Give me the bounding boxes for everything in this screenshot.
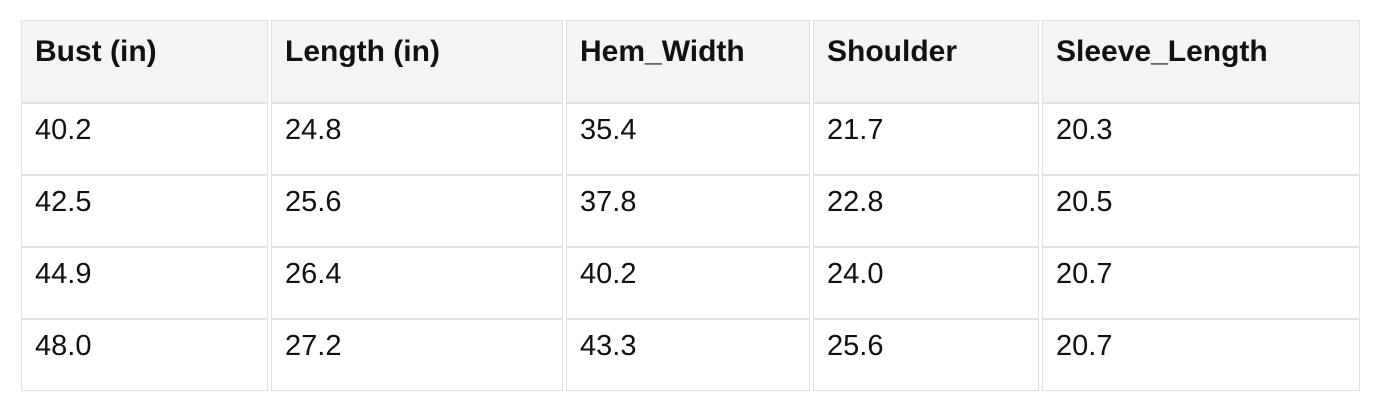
table-cell: 37.8 [566,175,810,247]
table-cell: 20.5 [1042,175,1360,247]
table-cell: 24.0 [813,247,1039,319]
table-cell: 26.4 [271,247,563,319]
table-cell: 40.2 [21,103,268,175]
table-cell: 40.2 [566,247,810,319]
column-header-hem-width: Hem_Width [566,20,810,103]
table-row: 40.2 24.8 35.4 21.7 20.3 [21,103,1360,175]
table-cell: 42.5 [21,175,268,247]
table-cell: 44.9 [21,247,268,319]
table-row: 44.9 26.4 40.2 24.0 20.7 [21,247,1360,319]
page-body: Bust (in) Length (in) Hem_Width Shoulder… [18,20,1363,391]
table-cell: 24.8 [271,103,563,175]
column-header-sleeve-length: Sleeve_Length [1042,20,1360,103]
table-cell: 22.8 [813,175,1039,247]
table-row: 48.0 27.2 43.3 25.6 20.7 [21,319,1360,391]
table-row: 42.5 25.6 37.8 22.8 20.5 [21,175,1360,247]
table-cell: 43.3 [566,319,810,391]
column-header-shoulder: Shoulder [813,20,1039,103]
table-cell: 20.7 [1042,319,1360,391]
table-cell: 25.6 [813,319,1039,391]
table-cell: 20.7 [1042,247,1360,319]
column-header-length: Length (in) [271,20,563,103]
table-cell: 20.3 [1042,103,1360,175]
size-measurements-table: Bust (in) Length (in) Hem_Width Shoulder… [18,20,1363,391]
table-cell: 21.7 [813,103,1039,175]
column-header-bust: Bust (in) [21,20,268,103]
table-cell: 25.6 [271,175,563,247]
header-row: Bust (in) Length (in) Hem_Width Shoulder… [21,20,1360,103]
table-cell: 35.4 [566,103,810,175]
table-cell: 27.2 [271,319,563,391]
table-cell: 48.0 [21,319,268,391]
